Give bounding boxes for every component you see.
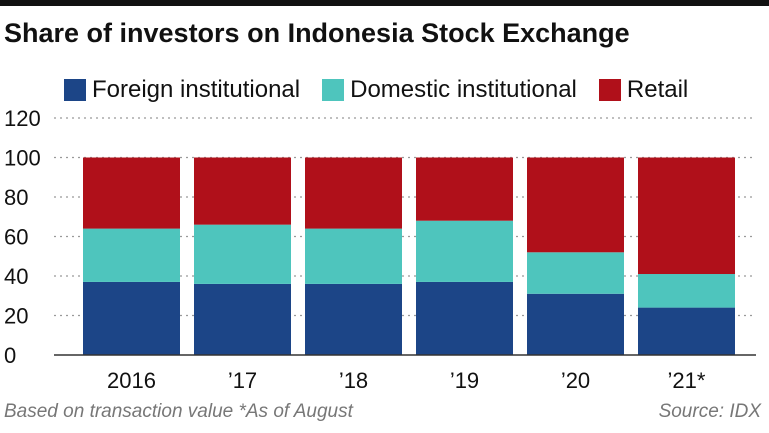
x-tick-label: ’17 (228, 368, 257, 393)
bar-foreign-1 (194, 283, 291, 355)
chart-title: Share of investors on Indonesia Stock Ex… (4, 18, 630, 48)
bar-domestic-3 (416, 220, 513, 282)
bar-foreign-0 (83, 281, 180, 355)
x-tick-label: 2016 (107, 368, 156, 393)
x-tick-label: ’21* (668, 368, 706, 393)
legend-item-retail: Retail (598, 76, 689, 104)
legend-swatch-foreign (64, 79, 86, 101)
bar-domestic-4 (527, 252, 624, 294)
top-rule (0, 0, 769, 6)
x-tick-label: ’20 (561, 368, 590, 393)
legend: Foreign institutional Domestic instituti… (64, 76, 710, 104)
y-tick-label: 20 (4, 304, 28, 329)
y-tick-label: 120 (4, 106, 41, 131)
x-tick-label: ’18 (339, 368, 368, 393)
bar-foreign-4 (527, 293, 624, 355)
bar-domestic-1 (194, 224, 291, 284)
bar-domestic-0 (83, 228, 180, 282)
bar-domestic-5 (638, 274, 735, 308)
bar-retail-2 (305, 157, 402, 229)
legend-label-domestic: Domestic institutional (350, 76, 577, 103)
bar-retail-0 (83, 157, 180, 229)
footer-note: Based on transaction value *As of August (4, 401, 353, 422)
legend-swatch-domestic (322, 79, 345, 101)
y-tick-label: 100 (4, 146, 41, 171)
footer-source: Source: IDX (658, 401, 761, 422)
bar-domestic-2 (305, 228, 402, 284)
bar-foreign-2 (305, 283, 402, 355)
bar-retail-5 (638, 157, 735, 275)
x-tick-label: ’19 (450, 368, 479, 393)
bar-retail-3 (416, 157, 513, 221)
y-tick-label: 40 (4, 264, 28, 289)
bar-retail-4 (527, 157, 624, 253)
y-tick-label: 60 (4, 225, 28, 250)
legend-label-retail: Retail (626, 76, 689, 103)
y-tick-label: 80 (4, 185, 28, 210)
legend-label-foreign: Foreign institutional (92, 76, 301, 103)
bar-retail-1 (194, 157, 291, 225)
legend-item-domestic: Domestic institutional (322, 76, 577, 104)
bar-foreign-3 (416, 281, 513, 355)
y-tick-label: 0 (4, 343, 16, 368)
legend-swatch-retail (598, 79, 621, 101)
bar-foreign-5 (638, 307, 735, 355)
legend-item-foreign: Foreign institutional (64, 76, 300, 104)
